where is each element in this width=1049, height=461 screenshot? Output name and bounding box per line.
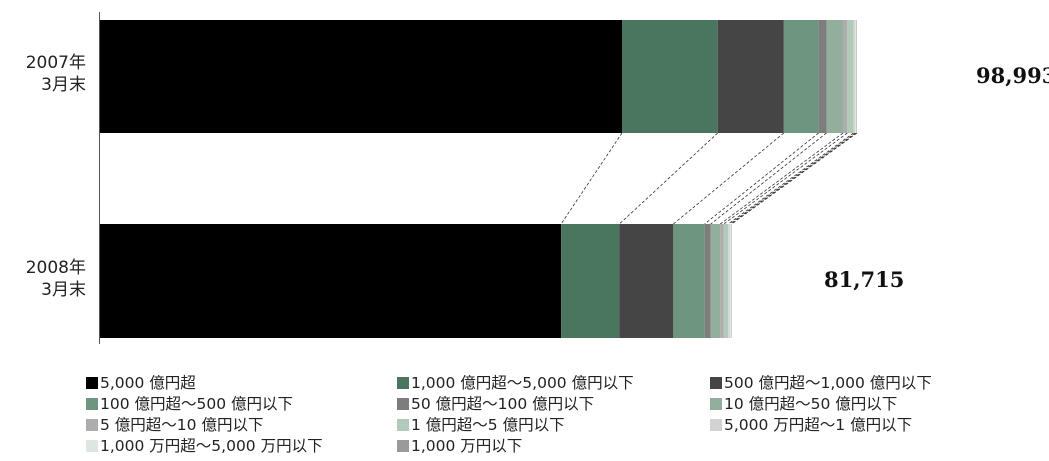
bar-segment-2007-7 <box>847 20 854 133</box>
legend-label-3: 100 億円超～500 億円以下 <box>100 395 294 413</box>
legend-label-8: 5,000 万円超～1 億円以下 <box>724 416 913 434</box>
legend-swatch-0 <box>86 377 98 389</box>
legend-item-8: 5,000 万円超～1 億円以下 <box>710 415 912 435</box>
legend-label-0: 5,000 億円超 <box>100 374 196 392</box>
bar-segment-2008-3 <box>673 224 705 338</box>
bar-segment-2007-2 <box>717 20 784 133</box>
bar-segment-2007-1 <box>622 20 718 133</box>
legend-swatch-1 <box>397 377 409 389</box>
legend-label-7: 1 億円超～5 億円以下 <box>411 416 565 434</box>
legend-item-5: 10 億円超～50 億円以下 <box>710 394 897 414</box>
connector-line-9 <box>729 132 856 225</box>
stacked-bar-chart: 2007年 3月末 2008年 3月末 98,993 81,715 <box>26 12 1049 344</box>
legend-item-6: 5 億円超～10 億円以下 <box>86 415 263 435</box>
legend-item-3: 100 億円超～500 億円以下 <box>86 394 293 414</box>
category-label-2008-line1: 2008年 <box>26 258 86 278</box>
legend-swatch-2 <box>710 377 722 389</box>
category-label-2007-line1: 2007年 <box>26 53 86 73</box>
category-label-2007: 2007年 3月末 <box>26 53 86 95</box>
connector-line-11 <box>731 132 858 225</box>
bar-segment-2007-3 <box>783 20 819 133</box>
legend-label-4: 50 億円超～100 億円以下 <box>411 395 595 413</box>
legend-swatch-5 <box>710 398 722 410</box>
legend-label-9: 1,000 万円超～5,000 万円以下 <box>100 437 323 455</box>
bar-segment-2008-1 <box>561 224 620 338</box>
bar-segment-2008-8 <box>728 224 730 338</box>
bar-segment-2007-9 <box>855 20 857 133</box>
bar-segment-2008-0 <box>100 224 562 338</box>
bar-segment-2008-4 <box>704 224 711 338</box>
category-label-2007-line2: 3月末 <box>41 75 86 95</box>
legend-label-2: 500 億円超～1,000 億円以下 <box>724 374 932 392</box>
category-label-2008: 2008年 3月末 <box>26 258 86 300</box>
bar-segment-2007-8 <box>853 20 856 133</box>
connector-line-3 <box>673 132 785 225</box>
connector-line-6 <box>720 132 844 225</box>
connector-line-1 <box>560 132 623 225</box>
legend-item-0: 5,000 億円超 <box>86 373 196 393</box>
bar-segment-2008-6 <box>720 224 724 338</box>
bars <box>100 20 857 338</box>
legend-swatch-8 <box>710 419 722 431</box>
connector-lines <box>560 132 858 225</box>
legend-label-5: 10 億円超～50 億円以下 <box>724 395 898 413</box>
bar-segment-2008-5 <box>710 224 721 338</box>
legend-item-2: 500 億円超～1,000 億円以下 <box>710 373 932 393</box>
connector-line-4 <box>704 132 819 225</box>
legend-swatch-6 <box>86 419 98 431</box>
bar-segment-2007-5 <box>826 20 843 133</box>
bar-segment-2008-7 <box>723 224 729 338</box>
category-label-2008-line2: 3月末 <box>41 280 86 300</box>
legend-item-7: 1 億円超～5 億円以下 <box>397 415 565 435</box>
legend-label-10: 1,000 万円以下 <box>411 437 523 455</box>
legend-label-1: 1,000 億円超～5,000 億円以下 <box>411 374 634 392</box>
legend-swatch-10 <box>397 440 409 452</box>
legend-swatch-7 <box>397 419 409 431</box>
legend-item-4: 50 億円超～100 億円以下 <box>397 394 594 414</box>
bar-segment-2008-9 <box>729 224 732 338</box>
connector-line-2 <box>619 132 718 225</box>
total-label-2008: 81,715 <box>824 267 904 292</box>
bar-segment-2008-2 <box>619 224 674 338</box>
bar-segment-2007-0 <box>100 20 622 133</box>
bar-segment-2007-4 <box>818 20 827 133</box>
legend-swatch-9 <box>86 440 98 452</box>
connector-line-8 <box>727 132 854 225</box>
legend-item-1: 1,000 億円超～5,000 億円以下 <box>397 373 634 393</box>
legend-label-6: 5 億円超～10 億円以下 <box>100 416 264 434</box>
legend-item-9: 1,000 万円超～5,000 万円以下 <box>86 436 323 456</box>
bar-segment-2007-6 <box>842 20 848 133</box>
total-label-2007: 98,993 <box>976 63 1049 88</box>
connector-line-7 <box>723 132 848 225</box>
connector-line-5 <box>710 132 827 225</box>
legend-swatch-4 <box>397 398 409 410</box>
legend-swatch-3 <box>86 398 98 410</box>
legend-item-10: 1,000 万円以下 <box>397 436 522 456</box>
